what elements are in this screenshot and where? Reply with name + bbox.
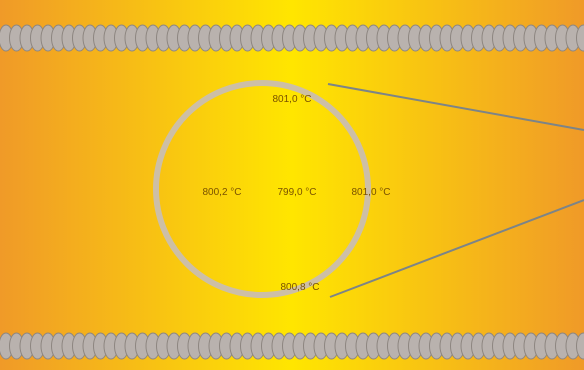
temperature-left: 800,2 °C bbox=[202, 187, 242, 198]
temperature-top: 801,0 °C bbox=[272, 94, 312, 105]
wafer-ring bbox=[153, 80, 371, 298]
callout-line-bottom bbox=[329, 199, 584, 298]
temperature-bottom: 800,8 °C bbox=[280, 282, 320, 293]
callout-line-top bbox=[327, 83, 584, 131]
heating-coil-bottom bbox=[0, 332, 584, 360]
temperature-right: 801,0 °C bbox=[351, 187, 391, 198]
heating-coil-top bbox=[0, 24, 584, 52]
temperature-center: 799,0 °C bbox=[277, 187, 317, 198]
